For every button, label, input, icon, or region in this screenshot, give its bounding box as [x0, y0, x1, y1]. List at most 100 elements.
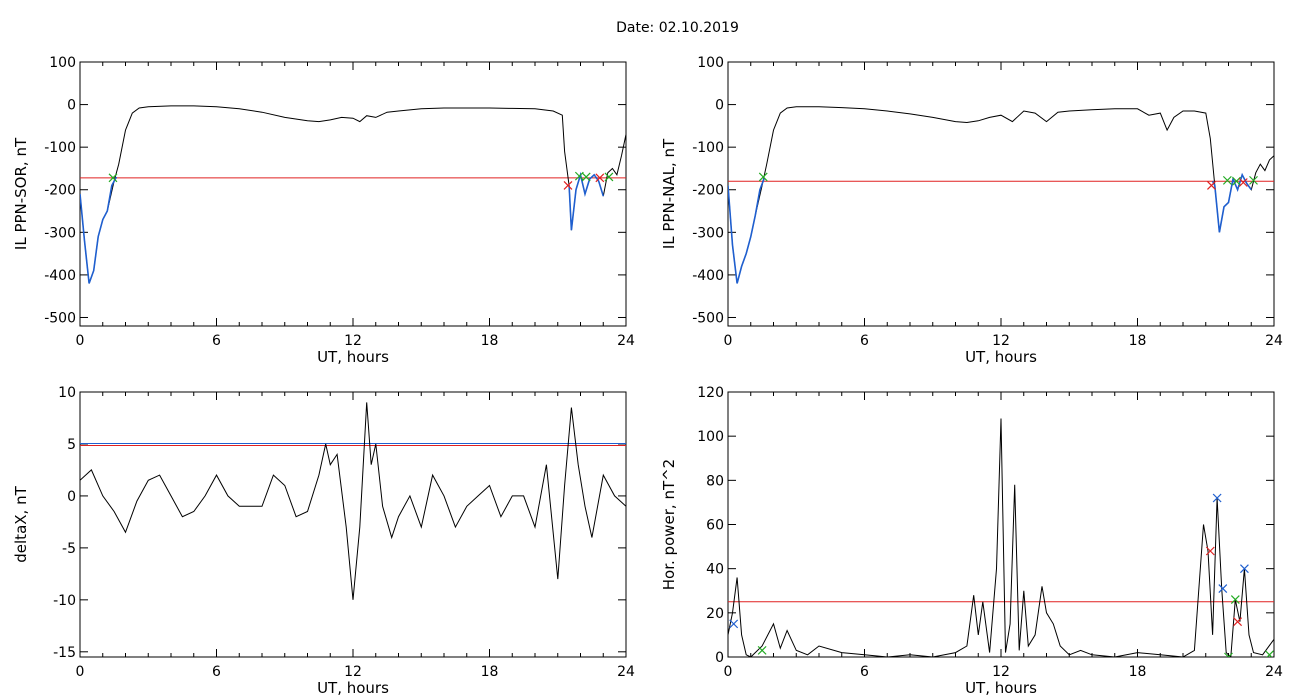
- y-axis-label: Hor. power, nT^2: [660, 459, 678, 590]
- cross-marker: [758, 172, 768, 182]
- x-tick-label: 18: [481, 664, 499, 680]
- x-tick-label: 24: [1265, 333, 1283, 349]
- cross-marker-stroke: [1227, 652, 1233, 657]
- cross-marker: [1233, 617, 1243, 627]
- x-tick-label: 12: [992, 333, 1010, 349]
- cross-marker-stroke: [1212, 493, 1222, 503]
- y-tick-label: -100: [692, 140, 724, 156]
- cross-marker: [604, 172, 614, 182]
- plot-area: [728, 106, 1274, 284]
- y-tick-label: -300: [44, 225, 76, 241]
- cross-marker: [1224, 652, 1233, 657]
- cross-marker-stroke: [729, 619, 739, 629]
- cross-marker-stroke: [108, 173, 118, 183]
- cross-marker-stroke: [1266, 650, 1274, 657]
- cross-marker: [1240, 564, 1249, 574]
- cross-marker: [1249, 175, 1258, 185]
- cross-marker: [595, 173, 605, 183]
- cross-marker-stroke: [757, 645, 767, 655]
- plot-area: [728, 418, 1274, 657]
- y-tick-label: -15: [53, 645, 76, 661]
- x-tick-label: 24: [617, 333, 635, 349]
- cross-marker-stroke: [1222, 175, 1232, 185]
- y-axis-label: IL PPN-SOR, nT: [12, 137, 30, 250]
- chart-panel-2: 0 6 12 18 24 100 0 -100 -200 -300 -400 -500 UT, hour…: [660, 55, 1283, 366]
- chart-panel-3: 0 6 12 18 24 10 5 0 -5 -10 -15 UT, hours deltaX, nT: [12, 385, 635, 697]
- y-tick-label: 20: [706, 606, 724, 622]
- cross-marker-stroke: [581, 172, 591, 182]
- cross-marker-stroke: [1249, 175, 1258, 185]
- plot-area: [80, 402, 626, 600]
- cross-marker-stroke: [758, 172, 768, 182]
- cross-marker: [1238, 178, 1248, 187]
- series-line-1: [728, 106, 1274, 284]
- cross-marker: [1218, 584, 1228, 593]
- x-tick-label: 6: [212, 664, 221, 680]
- plot-frame: [727, 61, 1275, 327]
- y-tick-label: 60: [706, 518, 724, 534]
- y-axis-label: deltaX, nT: [12, 485, 30, 562]
- cross-marker: [1232, 176, 1241, 186]
- y-tick-label: 100: [697, 55, 724, 71]
- series-line-2: [728, 177, 766, 284]
- cross-marker: [1265, 650, 1274, 657]
- x-tick-label: 0: [724, 664, 733, 680]
- figure-date-title: Date: 02.10.2019: [616, 20, 739, 36]
- series-line-2: [80, 176, 118, 284]
- y-tick-label: 0: [715, 650, 724, 666]
- y-axis-label: IL PPN-NAL, nT: [660, 138, 678, 249]
- y-tick-label: -500: [692, 310, 724, 326]
- cross-marker: [108, 173, 118, 183]
- x-tick-label: 0: [76, 333, 85, 349]
- cross-marker-stroke: [1224, 652, 1230, 657]
- y-tick-label: 80: [706, 473, 724, 489]
- y-tick-label: -500: [44, 310, 76, 326]
- y-tick-label: 10: [58, 385, 76, 401]
- cross-marker: [729, 619, 739, 629]
- y-tick-label: 100: [697, 429, 724, 445]
- plot-frame: [79, 61, 627, 327]
- cross-marker-stroke: [1240, 564, 1249, 574]
- chart-panel-1: 0 6 12 18 24 100 0 -100 -200 -300 -400 -500 UT, hour…: [12, 55, 635, 366]
- x-tick-label: 18: [1129, 333, 1147, 349]
- cross-marker: [1207, 181, 1216, 190]
- x-axis-label: UT, hours: [965, 679, 1037, 697]
- y-tick-label: -400: [692, 268, 724, 284]
- x-axis-label: UT, hours: [965, 348, 1037, 366]
- x-tick-label: 6: [860, 333, 869, 349]
- y-tick-label: 100: [49, 55, 76, 71]
- cross-marker-stroke: [1218, 584, 1228, 593]
- y-tick-label: -200: [692, 183, 724, 199]
- x-tick-label: 18: [1129, 664, 1147, 680]
- cross-marker: [581, 172, 591, 182]
- x-tick-label: 18: [481, 333, 499, 349]
- y-tick-label: -10: [53, 593, 76, 609]
- cross-marker: [1212, 493, 1222, 503]
- x-tick-label: 12: [344, 664, 362, 680]
- y-tick-label: -5: [62, 541, 76, 557]
- x-tick-label: 6: [860, 664, 869, 680]
- plot-frame: [79, 391, 627, 658]
- cross-marker-stroke: [1207, 181, 1216, 190]
- x-tick-label: 24: [617, 664, 635, 680]
- y-tick-label: 0: [67, 489, 76, 505]
- y-tick-label: 120: [697, 385, 724, 401]
- series-line-1: [728, 418, 1274, 657]
- cross-marker-stroke: [563, 181, 573, 190]
- cross-marker: [757, 645, 767, 655]
- x-axis-label: UT, hours: [317, 348, 389, 366]
- cross-marker-stroke: [604, 172, 614, 182]
- x-tick-label: 12: [344, 333, 362, 349]
- series-line-1: [80, 402, 626, 600]
- y-tick-label: 40: [706, 562, 724, 578]
- cross-marker: [1205, 546, 1215, 556]
- y-tick-label: 5: [67, 437, 76, 453]
- x-tick-label: 0: [724, 333, 733, 349]
- plot-area: [80, 105, 626, 284]
- cross-marker-stroke: [1230, 595, 1240, 605]
- cross-marker: [1230, 595, 1240, 605]
- series-line-3: [1211, 172, 1252, 233]
- y-tick-label: -300: [692, 225, 724, 241]
- y-tick-label: -200: [44, 183, 76, 199]
- cross-marker: [1222, 175, 1232, 185]
